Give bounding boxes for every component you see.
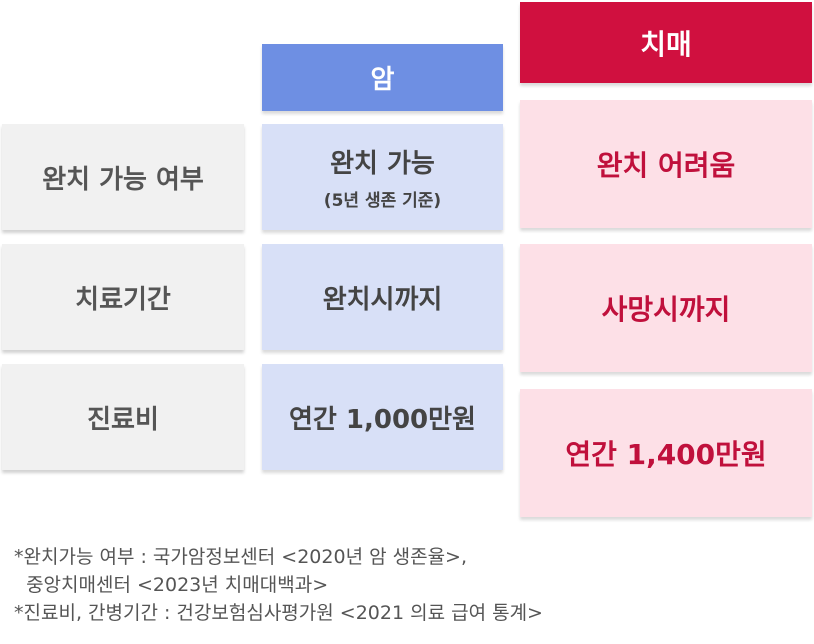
cancer-cell-subtext: (5년 생존 기준) bbox=[323, 191, 442, 211]
dementia-cell-cure: 완치 어려움 bbox=[520, 100, 812, 228]
column-header-cancer-label: 암 bbox=[370, 65, 395, 95]
row-label-period: 치료기간 bbox=[2, 244, 244, 350]
column-header-dementia-label: 치매 bbox=[640, 27, 692, 61]
row-label-cost: 진료비 bbox=[2, 364, 244, 470]
cancer-cell-cost: 연간 1,000만원 bbox=[262, 364, 503, 470]
cancer-cell-text: 완치시까지 bbox=[322, 284, 443, 315]
column-header-cancer: 암 bbox=[262, 44, 503, 111]
cancer-cell-cure: 완치 가능 (5년 생존 기준) bbox=[262, 124, 503, 230]
dementia-cell-cost: 연간 1,400만원 bbox=[520, 389, 812, 517]
dementia-cell-text: 연간 1,400만원 bbox=[565, 438, 767, 471]
cancer-cell-period: 완치시까지 bbox=[262, 244, 503, 350]
dementia-cell-text: 사망시까지 bbox=[601, 293, 731, 326]
footnote-line: *진료비, 간병기간 : 건강보험심사평가원 <2021 의료 급여 통계> bbox=[14, 602, 543, 624]
footnote-line: *완치가능 여부 : 국가암정보센터 <2020년 암 생존율>, bbox=[14, 546, 468, 568]
cancer-cell-text: 완치 가능 bbox=[330, 149, 435, 179]
row-label-cure: 완치 가능 여부 bbox=[2, 124, 244, 230]
row-label-text: 진료비 bbox=[87, 404, 159, 435]
footnotes: *완치가능 여부 : 국가암정보센터 <2020년 암 생존율>, 중앙치매센터… bbox=[14, 543, 543, 627]
row-label-text: 치료기간 bbox=[75, 284, 171, 315]
dementia-cell-text: 완치 어려움 bbox=[596, 149, 736, 182]
column-header-dementia: 치매 bbox=[520, 2, 812, 83]
footnote-line: 중앙치매센터 <2023년 치매대백과> bbox=[14, 574, 329, 596]
dementia-cell-period: 사망시까지 bbox=[520, 244, 812, 372]
row-label-text: 완치 가능 여부 bbox=[42, 164, 204, 195]
cancer-cell-text: 연간 1,000만원 bbox=[289, 404, 476, 435]
